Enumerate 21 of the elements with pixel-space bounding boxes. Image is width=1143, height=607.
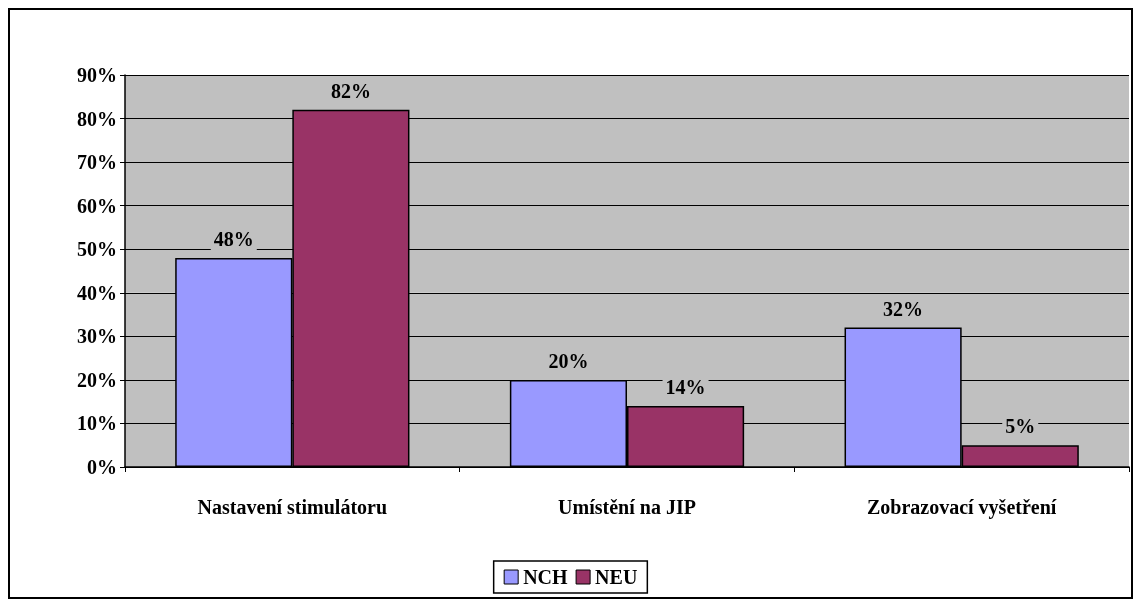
- y-tick-label: 50%: [77, 238, 117, 261]
- data-label: 5%: [1005, 415, 1036, 438]
- data-label: 20%: [548, 349, 589, 372]
- x-tick-label: Zobrazovací vyšetření: [866, 496, 1057, 519]
- data-label: 14%: [665, 376, 706, 399]
- y-tick-label: 60%: [77, 194, 117, 217]
- data-label: 32%: [883, 297, 924, 320]
- legend-label: NEU: [595, 566, 638, 588]
- x-tick-label: Nastavení stimulátoru: [197, 496, 388, 518]
- y-tick-label: 40%: [77, 281, 117, 304]
- y-tick-label: 90%: [77, 64, 117, 86]
- y-tick-label: 30%: [77, 325, 117, 348]
- x-tick-label: Umístění na JIP: [558, 496, 696, 518]
- y-tick-label: 20%: [77, 368, 117, 391]
- data-label: 82%: [330, 79, 371, 102]
- y-tick-label: 0%: [87, 456, 117, 478]
- data-label: 48%: [213, 227, 254, 250]
- y-tick-label: 70%: [77, 151, 117, 174]
- y-tick-label: 80%: [77, 107, 117, 130]
- y-tick-label: 10%: [77, 412, 117, 435]
- legend-label: NCH: [523, 566, 569, 588]
